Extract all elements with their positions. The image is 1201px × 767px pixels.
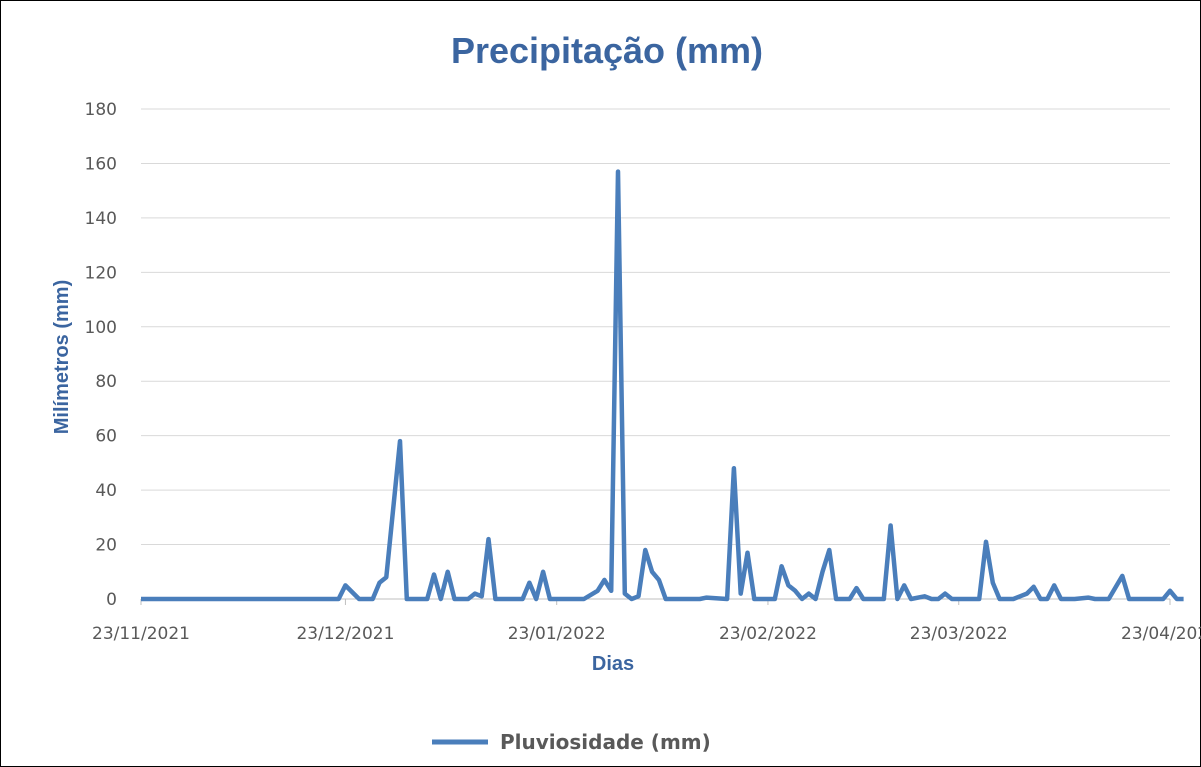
series-layer bbox=[141, 169, 1184, 602]
y-tick-labels: 0 20 40 60 80 100 120 140 160 180 bbox=[85, 100, 117, 610]
y-tick-label: 100 bbox=[85, 318, 117, 338]
y-tick-label: 140 bbox=[85, 209, 117, 229]
y-tick-label: 60 bbox=[95, 427, 117, 447]
y-tick-label: 120 bbox=[85, 263, 117, 283]
y-tick-label: 160 bbox=[85, 154, 117, 174]
x-tick-label: 23/03/2022 bbox=[910, 624, 1008, 644]
x-tick-labels: 23/11/2021 23/12/2021 23/01/2022 23/02/2022… bbox=[92, 599, 1201, 644]
y-tick-label: 0 bbox=[106, 590, 117, 610]
x-tick-label: 23/02/2022 bbox=[719, 624, 817, 644]
x-tick-label: 23/12/2021 bbox=[296, 624, 394, 644]
y-tick-label: 80 bbox=[95, 372, 117, 392]
x-tick-label: 23/11/2021 bbox=[92, 624, 190, 644]
legend-label: Pluviosidade (mm) bbox=[500, 730, 711, 754]
y-tick-label: 180 bbox=[85, 100, 117, 120]
x-tick-label: 23/01/2022 bbox=[508, 624, 606, 644]
x-tick-label: 23/04/2022 bbox=[1121, 624, 1201, 644]
legend: Pluviosidade (mm) bbox=[432, 730, 711, 754]
series-line-pluviosidade bbox=[141, 169, 1184, 602]
y-tick-label: 20 bbox=[95, 536, 117, 556]
x-axis-title: Dias bbox=[592, 653, 634, 675]
y-axis-title: Milímetros (mm) bbox=[51, 280, 73, 434]
gridlines bbox=[141, 108, 1170, 600]
chart-title: Precipitação (mm) bbox=[450, 30, 764, 71]
y-tick-label: 40 bbox=[95, 481, 117, 501]
